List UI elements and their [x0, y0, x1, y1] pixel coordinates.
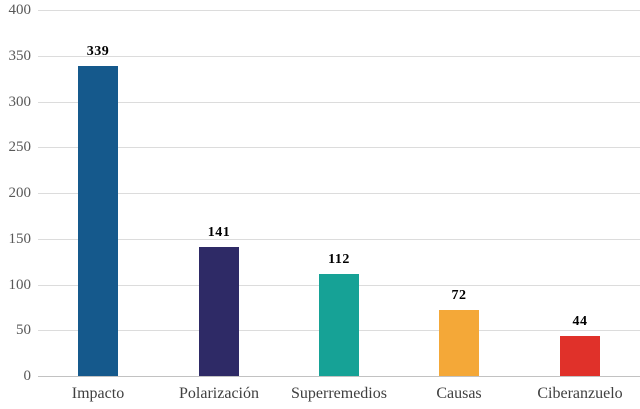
gridline-y-250 — [38, 147, 640, 148]
bar-impacto — [78, 66, 118, 376]
gridline-y-200 — [38, 193, 640, 194]
bar-value-label: 72 — [451, 288, 467, 303]
y-axis-tick-label: 250 — [8, 139, 32, 155]
x-axis-category-label: Causas — [436, 385, 482, 402]
bar-value-label: 44 — [572, 314, 588, 329]
y-axis-tick-label: 150 — [8, 231, 32, 247]
x-axis-category-label: Impacto — [71, 385, 125, 402]
x-axis-category-label: Polarización — [179, 385, 259, 402]
x-axis-line — [38, 376, 640, 377]
bar-ciberanzuelo — [560, 336, 600, 376]
bar-value-label: 339 — [86, 44, 110, 59]
y-axis-tick-label: 50 — [16, 322, 31, 338]
bar-causas — [439, 310, 479, 376]
bar-value-label: 141 — [207, 225, 231, 240]
y-axis-tick-label: 350 — [8, 48, 32, 64]
y-axis-tick-label: 0 — [23, 368, 32, 384]
bar-polarización — [199, 247, 239, 376]
y-axis-tick-label: 300 — [8, 94, 32, 110]
x-axis-category-label: Ciberanzuelo — [537, 385, 623, 402]
gridline-y-400 — [38, 10, 640, 11]
gridline-y-350 — [38, 56, 640, 57]
gridline-y-300 — [38, 102, 640, 103]
y-axis-tick-label: 100 — [8, 277, 32, 293]
gridline-y-150 — [38, 239, 640, 240]
bar-superremedios — [319, 274, 359, 376]
bar-value-label: 112 — [328, 252, 350, 267]
x-axis-category-label: Superremedios — [291, 385, 387, 402]
y-axis-tick-label: 400 — [8, 2, 32, 18]
y-axis-tick-label: 200 — [8, 185, 32, 201]
